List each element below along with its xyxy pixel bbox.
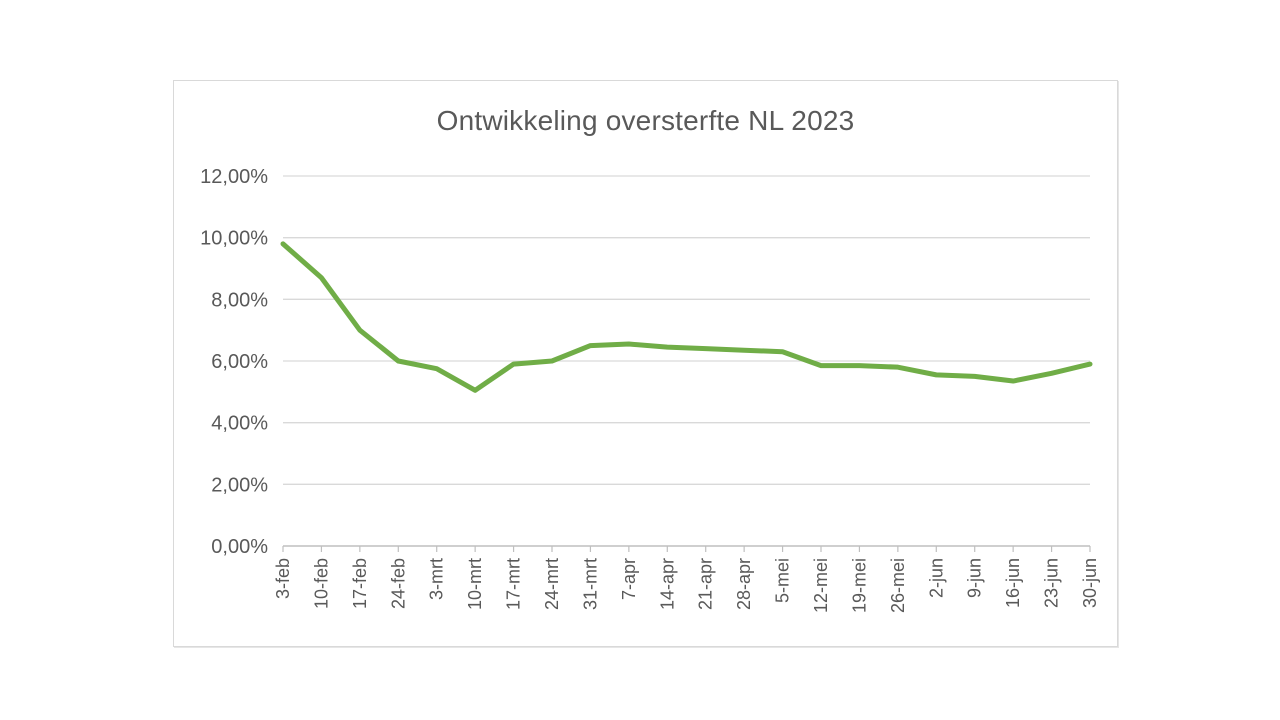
x-axis-tick-label: 30-jun — [1080, 558, 1100, 608]
y-axis-tick-label: 6,00% — [211, 351, 268, 373]
x-axis-tick-label: 26-mei — [888, 558, 908, 613]
x-axis-tick-label: 2-jun — [926, 558, 946, 598]
chart-container: Ontwikkeling oversterfte NL 2023 0,00% 2,… — [173, 80, 1118, 647]
x-axis-tick-label: 17-feb — [350, 558, 370, 609]
x-axis-tick-label: 21-apr — [696, 558, 716, 610]
x-axis-tick-label: 5-mei — [773, 558, 793, 603]
data-line-oversterfte — [280, 241, 1093, 393]
x-axis-tick-label: 9-jun — [965, 558, 985, 598]
x-axis-tick-label: 31-mrt — [580, 558, 600, 610]
x-axis-tick-label: 19-mei — [849, 558, 869, 613]
x-axis-tick-label: 24-mrt — [542, 558, 562, 610]
x-axis-tick-label: 10-feb — [311, 558, 331, 609]
chart-title: Ontwikkeling oversterfte NL 2023 — [436, 105, 855, 136]
x-axis-tick-label: 23-jun — [1042, 558, 1062, 608]
x-axis-tick-label: 3-mrt — [427, 558, 447, 600]
y-axis-tick-label: 0,00% — [211, 536, 268, 558]
x-axis-tick-label: 10-mrt — [465, 558, 485, 610]
y-axis-tick-label: 10,00% — [200, 228, 268, 250]
x-axis-tick-label: 17-mrt — [504, 558, 524, 610]
line-chart-plot: 0,00% 2,00% 4,00% 6,00% 8,00% 10,00% 12,00% 3-f… — [200, 166, 1100, 613]
y-axis-tick-label: 2,00% — [211, 474, 268, 496]
x-axis-tick-label: 24-feb — [388, 558, 408, 609]
x-axis-tick-label: 16-jun — [1003, 558, 1023, 608]
y-axis-tick-label: 8,00% — [211, 289, 268, 311]
x-axis-tick-label: 14-apr — [657, 558, 677, 610]
x-axis-tick-label: 28-apr — [734, 558, 754, 610]
y-axis-tick-label: 4,00% — [211, 413, 268, 435]
x-axis-tick-label: 12-mei — [811, 558, 831, 613]
x-axis-tick-label: 3-feb — [273, 558, 293, 599]
y-axis-tick-label: 12,00% — [200, 166, 268, 188]
x-axis-tick-label: 7-apr — [619, 558, 639, 600]
